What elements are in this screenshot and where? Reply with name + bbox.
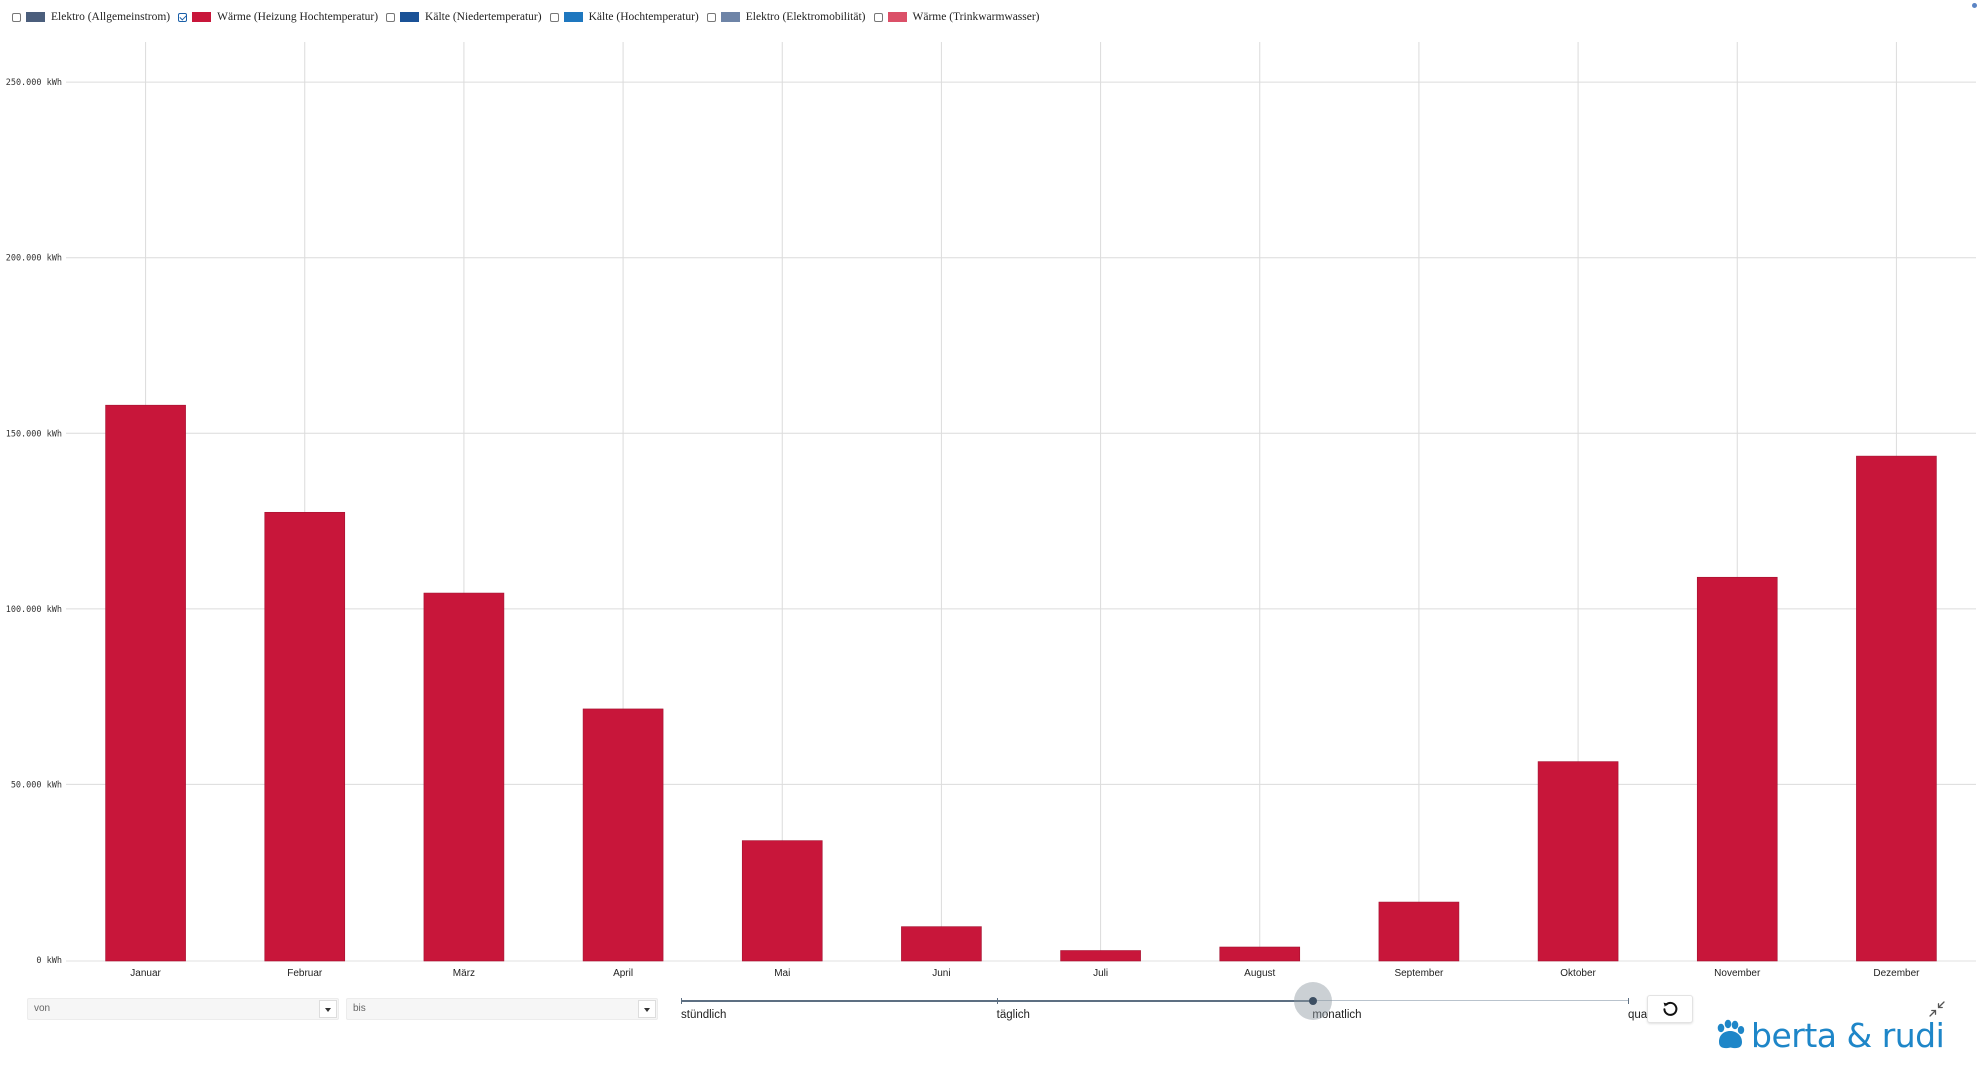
y-tick-label: 0 kWh [36,956,62,966]
chart-legend: Elektro (Allgemeinstrom) Wärme (Heizung H… [12,8,1048,26]
legend-item[interactable]: Wärme (Trinkwarmwasser) [873,11,1040,23]
x-tick-label: Dezember [1873,968,1920,979]
legend-swatch [26,12,45,22]
x-tick-label: Februar [287,968,323,979]
bar-april [582,708,664,962]
collapse-icon[interactable] [1928,1000,1946,1018]
legend-item[interactable]: Elektro (Allgemeinstrom) [12,11,170,23]
reset-icon [1663,1001,1678,1016]
paw-icon [1717,1019,1745,1049]
x-tick-label: November [1714,968,1761,979]
slider-option-label[interactable]: stündlich [681,1009,727,1021]
resolution-slider[interactable]: stündlich täglich monatlich quar [681,980,1651,1021]
legend-checkbox[interactable] [12,12,21,22]
bar-september [1378,901,1460,962]
legend-label: Wärme (Heizung Hochtemperatur) [217,11,379,23]
status-dot-icon [1972,3,1977,8]
x-tick-label: März [453,968,475,979]
legend-checkbox[interactable] [386,12,396,22]
slider-option-label[interactable]: täglich [996,1009,1030,1021]
legend-item[interactable]: Kälte (Hochtemperatur) [549,11,699,23]
slider-tick [681,998,682,1004]
legend-checkbox[interactable] [178,12,188,22]
bar-januar [105,404,186,962]
legend-checkbox[interactable] [706,12,716,22]
bar-november [1696,576,1778,962]
x-tick-label: September [1394,968,1444,979]
bar-august [1219,946,1301,962]
x-tick-label: Juni [932,968,950,979]
slider-option-label[interactable]: monatlich [1312,1009,1362,1021]
bar-juli [1060,950,1141,962]
reset-button[interactable] [1647,995,1693,1023]
bar-dezember [1856,455,1937,962]
legend-label: Kälte (Hochtemperatur) [588,11,699,23]
legend-swatch [720,12,740,22]
bar-juni [901,926,982,962]
chevron-down-icon[interactable] [319,1000,337,1018]
bar-februar [264,511,346,962]
slider-track-rest[interactable] [1312,1000,1628,1001]
x-tick-label: August [1244,968,1275,979]
brand-logo: berta & rudi [1713,1012,1945,1058]
y-tick-label: 250.000 kWh [6,78,62,88]
slider-thumb[interactable] [1308,997,1317,1005]
legend-item[interactable]: Wärme (Heizung Hochtemperatur) [178,11,378,23]
legend-label: Elektro (Elektromobilität) [745,11,866,23]
y-tick-label: 50.000 kWh [11,780,62,790]
to-select-placeholder: bis [353,1003,366,1014]
legend-item[interactable]: Kälte (Niedertemperatur) [386,11,542,23]
x-tick-label: Januar [130,968,161,979]
legend-swatch [563,12,583,22]
x-tick-label: Oktober [1560,968,1596,979]
legend-item[interactable]: Elektro (Elektromobilität) [706,11,866,23]
legend-swatch [400,12,420,22]
bar-märz [423,592,505,962]
bar-chart: 0 kWh 50.000 kWh 100.000 kWh 150.000 kWh 200… [6,42,1976,979]
y-tick-label: 150.000 kWh [6,429,62,439]
legend-label: Wärme (Trinkwarmwasser) [912,11,1040,23]
y-tick-label: 100.000 kWh [6,605,62,615]
to-select[interactable]: bis [346,998,658,1020]
legend-label: Elektro (Allgemeinstrom) [51,11,171,23]
x-tick-label: Juli [1093,968,1108,979]
legend-checkbox[interactable] [873,12,883,22]
slider-tick [996,998,998,1004]
chevron-down-icon[interactable] [638,1000,656,1018]
brand-logo-text: berta & rudi [1751,1015,1945,1055]
x-tick-label: Mai [774,968,790,979]
y-tick-label: 200.000 kWh [6,254,62,264]
slider-option-label[interactable]: quar [1628,1009,1652,1021]
from-select[interactable]: von [27,998,339,1020]
bar-mai [741,840,823,962]
legend-checkbox[interactable] [549,12,559,22]
bar-oktober [1537,761,1619,962]
x-tick-label: April [613,968,633,979]
legend-swatch [887,12,907,22]
legend-label: Kälte (Niedertemperatur) [425,11,542,23]
from-select-placeholder: von [34,1003,51,1014]
legend-swatch [192,12,212,22]
slider-tick [1628,998,1629,1004]
